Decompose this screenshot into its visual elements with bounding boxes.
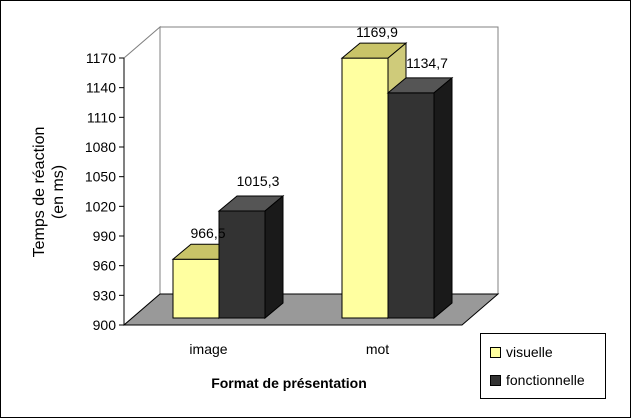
x-tick-label-mot: mot: [366, 341, 389, 357]
y-tick-label: 990: [93, 228, 117, 244]
bar-fonctionnelle-mot: [387, 92, 435, 319]
chart-labels: Temps de réaction (en ms) Format de présen…: [31, 24, 448, 391]
data-label-visuelle-image: 966,5: [190, 225, 225, 241]
y-tick-label: 930: [93, 287, 117, 303]
bar-fonctionnelle-mot-side: [433, 76, 453, 320]
y-axis-label: Temps de réaction (en ms): [31, 127, 67, 258]
bar-fonctionnelle-image-side: [264, 194, 284, 320]
chart-bars: [171, 42, 454, 320]
legend-item-fonctionnelle: fonctionnelle: [490, 370, 585, 390]
y-tick-label: 1110: [87, 109, 116, 125]
bar-visuelle-mot: [341, 57, 389, 319]
y-tick-label: 900: [93, 317, 117, 333]
legend: visuelle fonctionnelle: [480, 333, 606, 399]
y-tick-label: 960: [93, 258, 117, 274]
y-tick-label: 1050: [85, 169, 116, 185]
y-tick-label: 1080: [85, 139, 116, 155]
x-axis-label: Format de présentation: [211, 375, 367, 391]
data-label-fonctionnelle-image: 1015,3: [237, 173, 280, 189]
data-label-fonctionnelle-mot: 1134,7: [406, 55, 448, 71]
chart-axes: 900 930 960 990 1020 1050 1080 1110 1140 1170: [85, 50, 125, 333]
y-tick-label: 1140: [86, 80, 116, 96]
legend-item-visuelle: visuelle: [490, 342, 553, 362]
legend-label-fonctionnelle: fonctionnelle: [506, 372, 585, 388]
bar-fonctionnelle-image: [218, 210, 266, 319]
side-wall: [123, 25, 161, 327]
y-tick-label: 1170: [86, 50, 116, 66]
bar-visuelle-image: [172, 258, 220, 319]
legend-label-visuelle: visuelle: [506, 344, 553, 360]
data-label-visuelle-mot: 1169,9: [356, 24, 398, 40]
x-tick-label-image: image: [189, 341, 227, 357]
legend-swatch-visuelle: [490, 346, 501, 358]
y-tick-label: 1020: [85, 198, 116, 214]
legend-swatch-fonctionnelle: [490, 374, 501, 386]
